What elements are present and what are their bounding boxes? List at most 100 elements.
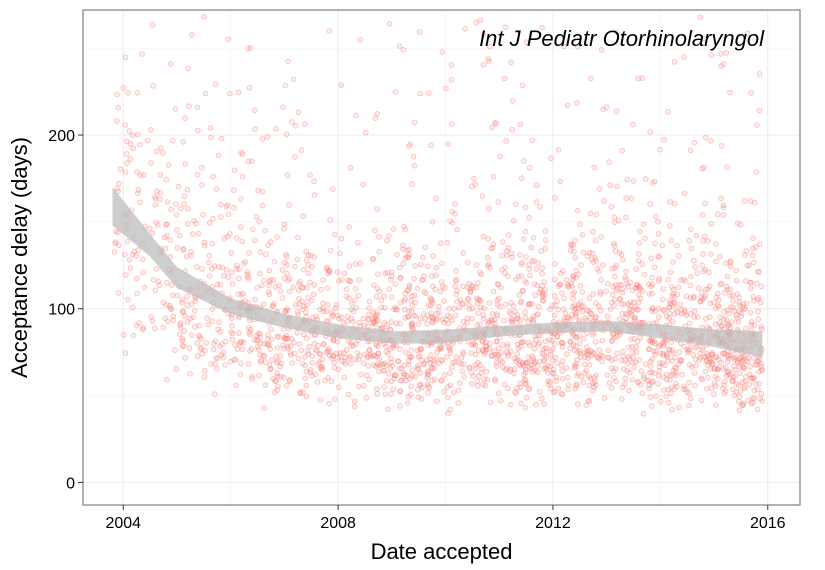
data-point: [355, 383, 362, 390]
data-point: [678, 307, 685, 313]
data-point: [234, 262, 240, 269]
data-point: [691, 139, 698, 146]
data-point: [164, 199, 171, 205]
data-point: [529, 258, 536, 264]
data-point: [417, 315, 424, 322]
data-point: [261, 340, 268, 347]
data-point: [414, 285, 421, 292]
data-point: [532, 367, 538, 374]
data-point: [411, 312, 417, 319]
data-point: [397, 377, 404, 384]
data-point: [382, 270, 389, 277]
data-point: [669, 284, 675, 290]
data-point: [425, 371, 432, 377]
data-point: [528, 316, 534, 323]
data-point: [571, 302, 578, 308]
data-point: [461, 374, 467, 380]
data-point: [427, 295, 434, 302]
data-point: [652, 213, 659, 220]
data-point: [279, 267, 286, 273]
data-point: [589, 250, 596, 257]
data-point: [486, 319, 493, 326]
data-point: [294, 309, 301, 315]
data-point: [373, 363, 379, 370]
data-point: [408, 391, 414, 398]
data-point: [357, 260, 364, 267]
data-point: [744, 262, 751, 269]
data-point: [460, 351, 467, 357]
data-point: [600, 198, 607, 204]
data-point: [664, 354, 671, 360]
data-point: [436, 346, 442, 353]
data-point: [163, 301, 170, 308]
data-point: [242, 259, 249, 265]
data-point: [402, 295, 409, 302]
data-point: [746, 381, 753, 388]
data-point: [181, 328, 188, 334]
data-point: [418, 357, 425, 364]
data-point: [389, 344, 396, 351]
data-point: [565, 283, 572, 290]
data-point: [408, 321, 415, 327]
data-point: [492, 376, 499, 382]
data-point: [288, 335, 295, 342]
data-point: [571, 347, 578, 354]
data-point: [431, 360, 437, 367]
data-point: [623, 315, 629, 322]
data-point: [388, 269, 395, 276]
data-point: [323, 349, 330, 356]
data-point: [135, 247, 141, 253]
data-point: [327, 247, 334, 254]
data-point: [627, 309, 634, 316]
data-point: [473, 262, 480, 268]
data-point: [489, 310, 496, 317]
data-point: [410, 325, 416, 331]
data-point: [543, 366, 550, 373]
data-point: [284, 307, 291, 314]
data-point: [613, 108, 620, 115]
data-point: [684, 346, 691, 353]
data-point: [303, 248, 310, 255]
data-point: [201, 239, 208, 246]
data-point: [668, 339, 675, 346]
data-point: [371, 282, 377, 288]
data-point: [719, 385, 726, 392]
data-point: [723, 283, 730, 290]
data-point: [385, 350, 391, 357]
data-point: [366, 347, 372, 354]
data-point: [480, 312, 487, 318]
data-point: [495, 281, 502, 288]
data-point: [692, 382, 698, 389]
data-point: [611, 243, 618, 249]
data-point: [490, 241, 497, 248]
data-point: [373, 293, 380, 300]
data-point: [446, 347, 453, 353]
data-point: [452, 283, 458, 290]
data-point: [284, 172, 291, 179]
data-point: [168, 306, 175, 313]
data-point: [534, 363, 541, 369]
data-point: [405, 308, 412, 314]
data-point: [508, 310, 514, 317]
data-point: [441, 298, 447, 304]
data-point: [573, 381, 580, 387]
data-point: [233, 235, 240, 241]
data-point: [274, 387, 281, 393]
data-point: [755, 358, 762, 365]
data-point: [625, 283, 631, 290]
data-point: [167, 237, 174, 243]
data-point: [255, 187, 262, 194]
data-point: [217, 281, 224, 288]
data-point: [341, 358, 348, 365]
data-point: [531, 258, 537, 264]
data-point: [367, 347, 373, 353]
data-point: [742, 278, 749, 284]
data-point: [633, 282, 640, 288]
data-point: [736, 398, 742, 405]
data-point: [688, 245, 695, 252]
data-point: [348, 342, 354, 349]
data-point: [329, 355, 335, 362]
data-point: [539, 292, 546, 298]
data-point: [429, 318, 436, 325]
data-point: [301, 266, 307, 273]
